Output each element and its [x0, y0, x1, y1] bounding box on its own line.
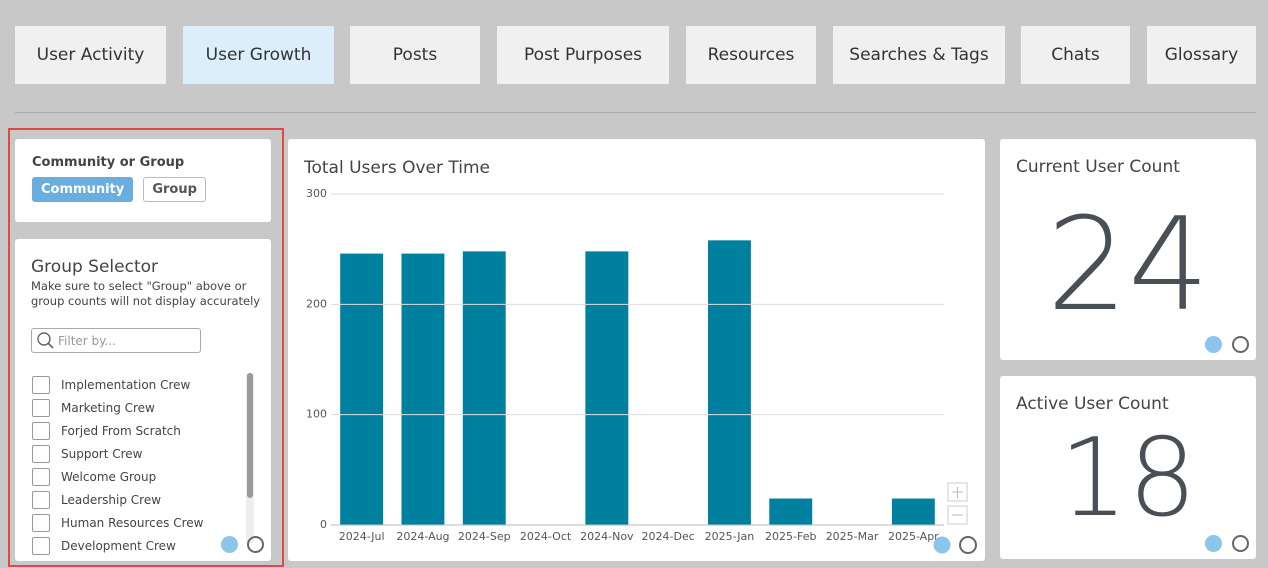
group-name: Implementation Crew	[61, 377, 191, 392]
kpi-value: 24	[1046, 191, 1210, 340]
scrollbar	[246, 373, 254, 543]
y-tick-label: 300	[306, 187, 327, 200]
chart-title: Total Users Over Time	[303, 158, 490, 178]
group-name: Marketing Crew	[61, 400, 155, 415]
group-item[interactable]: Welcome Group	[32, 465, 232, 488]
owner-icon[interactable]	[959, 536, 977, 554]
tab[interactable]: Post Purposes	[497, 26, 669, 84]
bar	[462, 251, 506, 525]
chart-card: 2025-Apr 2025-Mar 2025-Feb 2025-Jan 2024-Dec…	[288, 139, 985, 561]
x-tick-label: 2025-Jan	[705, 530, 755, 543]
group-item[interactable]: Implementation Crew	[32, 373, 232, 396]
checkbox[interactable]	[32, 536, 50, 555]
tab[interactable]: User Activity	[15, 26, 166, 84]
checkbox[interactable]	[32, 467, 50, 486]
toggle: Community Group	[32, 177, 206, 202]
group-name: Human Resources Crew	[61, 515, 204, 530]
bar	[707, 240, 751, 525]
group-item[interactable]: Leadership Crew	[32, 488, 232, 511]
x-tick-label: 2025-Mar	[826, 530, 879, 543]
owner-icon[interactable]	[247, 536, 264, 553]
divider	[15, 112, 1256, 113]
bar	[891, 498, 935, 525]
group-name: Support Crew	[61, 446, 143, 461]
y-tick-label: 0	[320, 518, 327, 531]
group-list: Implementation Crew Marketing Crew Forjed …	[32, 373, 232, 557]
kpi-card: Active User Count 18	[1000, 376, 1256, 559]
bar	[340, 253, 384, 525]
checkbox[interactable]	[32, 398, 50, 417]
group-item[interactable]: Forjed From Scratch	[32, 419, 232, 442]
x-tick-label: 2024-Nov	[580, 530, 634, 543]
search-icon	[37, 331, 54, 349]
x-tick-label: 2024-Jul	[339, 530, 385, 543]
placeholder: Filter by...	[58, 333, 116, 348]
filter-card: Community or Group Community Group	[15, 139, 271, 222]
kpi-card: Current User Count 24	[1000, 139, 1256, 360]
x-tick-label: 2024-Dec	[642, 530, 695, 543]
tab[interactable]: Searches & Tags	[833, 26, 1005, 84]
filter-icon[interactable]	[1205, 535, 1222, 552]
group-name: Forjed From Scratch	[61, 423, 181, 438]
tab[interactable]: Chats	[1021, 26, 1130, 84]
checkbox[interactable]	[32, 490, 50, 509]
y-tick-label: 200	[306, 297, 327, 310]
x-tick-label: 2025-Apr	[888, 530, 939, 543]
group-item[interactable]: Human Resources Crew	[32, 511, 232, 534]
checkbox[interactable]	[32, 444, 50, 463]
group-name: Welcome Group	[61, 469, 157, 484]
group-name: Development Crew	[61, 538, 176, 553]
x-tick-label: 2024-Sep	[458, 530, 511, 543]
kpi-title: Current User Count	[1016, 157, 1180, 177]
kpi-title: Active User Count	[1016, 394, 1169, 414]
x-tick-label: 2025-Feb	[765, 530, 816, 543]
tab[interactable]: User Growth	[183, 26, 334, 84]
kpi-value: 18	[1059, 416, 1197, 541]
bar	[585, 251, 629, 525]
checkbox[interactable]	[32, 421, 50, 440]
filter-icon[interactable]	[1205, 336, 1222, 353]
x-tick-label: 2024-Aug	[396, 530, 449, 543]
note: Make sure to select "Group" above or gro…	[31, 279, 261, 308]
tab[interactable]: Resources	[686, 26, 816, 84]
chart: 2025-Apr 2025-Mar 2025-Feb 2025-Jan 2024-Dec…	[303, 158, 977, 554]
group-name: Leadership Crew	[61, 492, 162, 507]
highlight-box	[8, 128, 284, 567]
x-tick-label: 2024-Oct	[520, 530, 572, 543]
group-item[interactable]: Support Crew	[32, 442, 232, 465]
tab[interactable]: Glossary	[1147, 26, 1256, 84]
owner-icon[interactable]	[1232, 336, 1249, 353]
checkbox[interactable]	[32, 375, 50, 394]
owner-icon[interactable]	[1232, 535, 1249, 552]
group-selector-card: Group Selector Make sure to select "Grou…	[15, 239, 271, 561]
filter-icon[interactable]	[221, 536, 238, 553]
option-button[interactable]: Community	[32, 177, 134, 202]
y-tick-label: 100	[306, 408, 327, 421]
option-button[interactable]: Group	[143, 177, 206, 202]
filter-label: Community or Group	[32, 155, 185, 170]
bar	[401, 253, 445, 525]
filter-icon[interactable]	[933, 536, 951, 554]
zoom-in-icon	[952, 487, 963, 498]
group-item[interactable]: Marketing Crew	[32, 396, 232, 419]
card-title: Group Selector	[31, 257, 158, 277]
group-item[interactable]: Development Crew	[32, 534, 232, 557]
tab[interactable]: Posts	[350, 26, 480, 84]
checkbox[interactable]	[32, 513, 50, 532]
bar	[769, 498, 813, 525]
filter-input[interactable]: Filter by...	[31, 328, 201, 353]
